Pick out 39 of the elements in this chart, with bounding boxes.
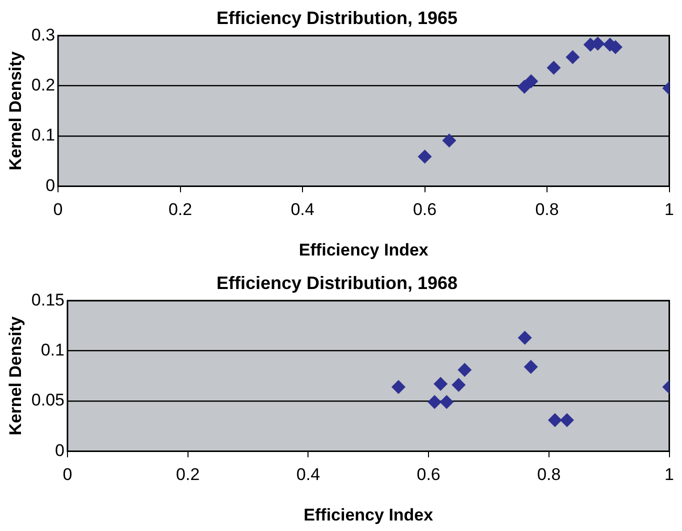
y-tick-label: 0.05: [31, 390, 64, 410]
x-tick-label: 0.2: [168, 200, 192, 220]
point: [428, 395, 442, 410]
x-tick-label: 0.6: [416, 465, 440, 484]
point: [440, 395, 454, 410]
point: [524, 74, 538, 88]
point: [546, 60, 561, 75]
point: [548, 413, 562, 428]
y-tick-label: 0: [55, 440, 64, 460]
x-tick-label: 0.8: [537, 465, 561, 484]
y-tick-label: 0.2: [31, 75, 56, 94]
x-tick-label: 0.4: [296, 465, 320, 484]
y-axis-title: Kernel Density: [6, 316, 25, 436]
point: [518, 330, 532, 345]
point: [391, 380, 406, 394]
x-tick-label: 0.6: [412, 200, 437, 220]
point: [418, 150, 432, 164]
point: [452, 378, 466, 392]
point: [434, 376, 448, 391]
x-tick-label: 1: [664, 200, 674, 220]
x-tick-label: 1: [664, 465, 674, 484]
x-tick-label: 0.2: [176, 465, 200, 484]
point: [560, 413, 574, 428]
x-axis-title: Efficiency Index: [298, 240, 429, 260]
point: [566, 50, 580, 64]
chart-title: Efficiency Distribution, 1965: [216, 8, 458, 28]
chart-title: Efficiency Distribution, 1968: [216, 272, 458, 293]
y-axis-title: Kernel Density: [6, 50, 25, 170]
point: [442, 134, 456, 148]
x-tick-label: 0.4: [290, 200, 314, 220]
y-tick-label: 0.15: [31, 290, 64, 310]
y-tick-label: 0.1: [40, 340, 64, 360]
y-tick-label: 0: [46, 176, 56, 195]
y-tick-label: 0.1: [31, 126, 56, 145]
point: [524, 360, 538, 374]
y-tick-label: 0.3: [31, 25, 56, 44]
x-axis-title: Efficiency Index: [304, 505, 434, 524]
x-tick-label: 0.8: [535, 200, 559, 220]
point: [458, 362, 472, 377]
